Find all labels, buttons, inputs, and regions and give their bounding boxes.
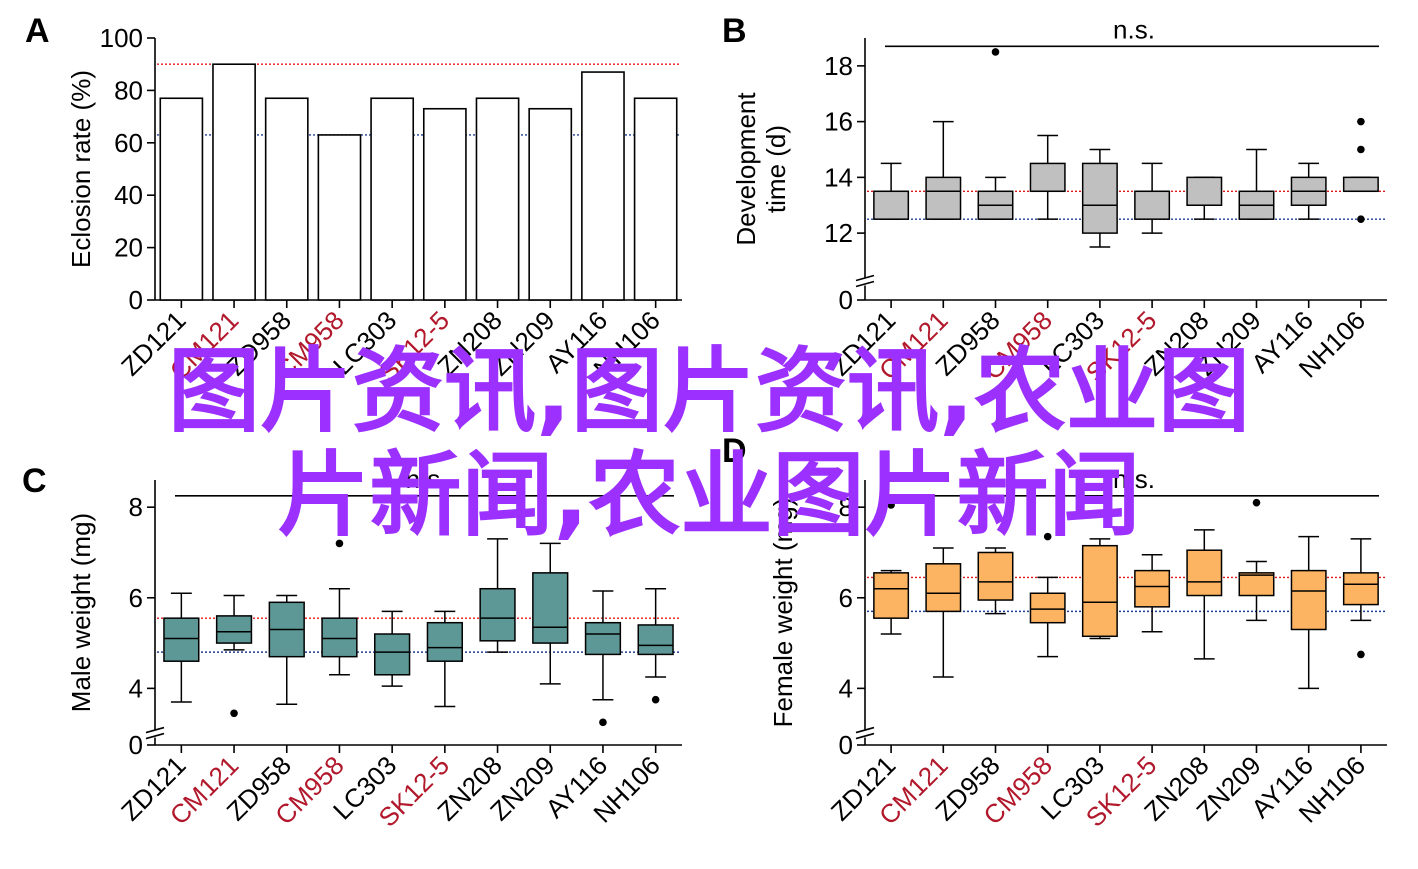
box-c <box>637 624 674 656</box>
axis-break-gap-c <box>149 729 161 738</box>
panel-letter-c: C <box>22 462 47 500</box>
y-tick-label-b: 16 <box>824 107 853 137</box>
y-tick-label-d: 8 <box>839 492 853 522</box>
y-tick-label-a: 100 <box>100 23 143 53</box>
outlier-point-d <box>1357 650 1365 659</box>
outlier-point-b <box>1357 145 1365 154</box>
bar-a <box>370 97 415 301</box>
y-tick-label-c: 8 <box>129 492 143 522</box>
y-axis-label-a: Eclosion rate (%) <box>66 70 96 268</box>
box-d <box>1134 569 1171 608</box>
y-tick-label-a: 40 <box>114 180 143 210</box>
box-b <box>1186 176 1223 206</box>
outlier-point-c <box>651 695 660 704</box>
box-b <box>1029 162 1066 193</box>
box-c <box>215 615 253 644</box>
outlier-point-c <box>230 709 238 718</box>
box-d <box>1029 592 1066 624</box>
axis-break-mark-c <box>145 732 165 740</box>
box-c <box>374 633 411 676</box>
outlier-point-b <box>1357 215 1365 223</box>
y-tick-label-d: 4 <box>839 673 853 703</box>
box-d <box>1081 544 1118 638</box>
box-c <box>426 621 463 662</box>
outlier-point-c <box>335 539 344 548</box>
significance-label-c: n.s. <box>406 464 448 494</box>
y-tick-label-d: 6 <box>839 583 853 613</box>
box-b <box>1134 190 1171 220</box>
box-d <box>1186 549 1223 597</box>
bar-a <box>317 134 362 301</box>
bar-a <box>528 107 573 301</box>
axis-break-mark-d <box>855 732 875 740</box>
panel-letter-d: D <box>722 432 747 470</box>
y-tick-label-b: 12 <box>824 218 853 248</box>
y-tick-label-c: 4 <box>129 673 143 703</box>
bar-a <box>159 97 204 301</box>
box-d <box>977 551 1014 601</box>
y-tick-label-b: 18 <box>824 51 853 81</box>
box-c <box>532 572 569 644</box>
panel-letter-a: A <box>25 12 50 50</box>
box-d <box>1342 572 1379 606</box>
y-axis-label-c: Male weight (mg) <box>66 513 96 712</box>
box-d <box>1290 569 1327 631</box>
y-axis-label-b: time (d) <box>761 125 791 213</box>
bar-a <box>212 63 256 301</box>
axis-break-mark-c <box>145 726 165 734</box>
y-tick-label-c: 6 <box>129 583 143 613</box>
box-b <box>1081 162 1118 234</box>
y-tick-label-d: 0 <box>839 730 853 760</box>
axis-break-mark-b <box>855 274 875 282</box>
y-tick-label-a: 20 <box>114 233 143 263</box>
box-b <box>1342 176 1379 193</box>
axis-break-gap-d <box>859 729 871 738</box>
outlier-point-b <box>1357 117 1365 126</box>
axis-break-gap-b <box>859 277 871 286</box>
outlier-point-d <box>1043 532 1052 541</box>
box-d <box>873 572 910 619</box>
significance-label-d: n.s. <box>1113 464 1155 494</box>
axis-break-mark-b <box>855 280 875 288</box>
axis-break-mark-d <box>855 726 875 734</box>
box-c <box>163 617 200 662</box>
box-d <box>925 563 962 613</box>
box-b <box>873 190 910 220</box>
box-d <box>1238 572 1275 597</box>
y-tick-label-a: 0 <box>129 285 143 315</box>
y-tick-label-a: 60 <box>114 128 143 158</box>
significance-label-b: n.s. <box>1113 14 1155 44</box>
outlier-point-b <box>991 48 1000 56</box>
panel-letter-b: B <box>722 12 747 50</box>
outlier-point-d <box>1252 498 1261 507</box>
y-tick-label-b: 0 <box>839 285 853 315</box>
bar-a <box>422 107 467 301</box>
bar-a <box>581 71 625 301</box>
outlier-point-d <box>887 501 895 509</box>
box-b <box>925 176 962 220</box>
y-axis-label-b: Development <box>731 92 761 246</box>
box-c <box>479 587 516 642</box>
box-c <box>584 621 622 656</box>
box-c <box>321 617 358 658</box>
y-tick-label-a: 80 <box>114 75 143 105</box>
outlier-point-c <box>599 718 607 727</box>
bar-a <box>264 97 309 301</box>
bar-a <box>633 97 678 301</box>
y-tick-label-b: 14 <box>824 162 853 192</box>
bar-a <box>475 97 520 301</box>
y-axis-label-d: Female weight (mg) <box>768 498 798 728</box>
y-tick-label-c: 0 <box>129 730 143 760</box>
